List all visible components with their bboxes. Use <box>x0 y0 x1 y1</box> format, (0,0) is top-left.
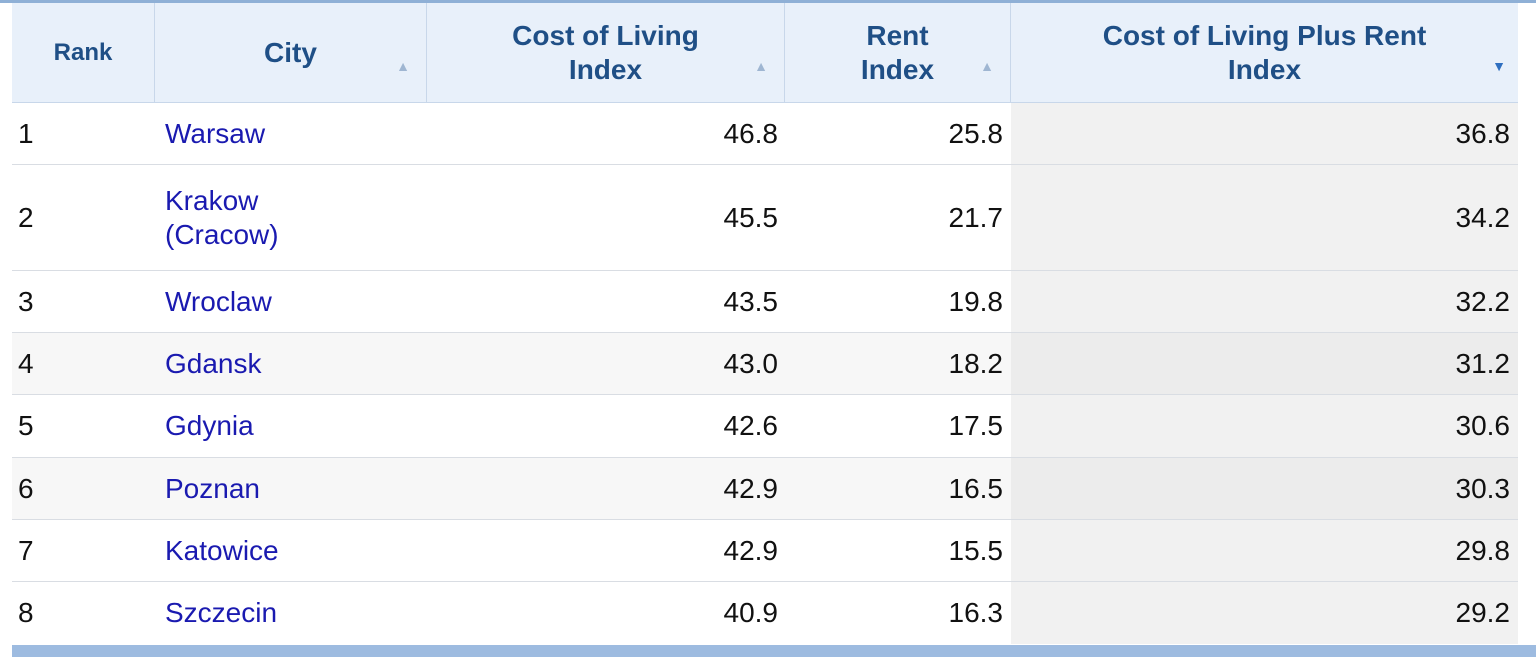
cost-plus-rent-cell: 34.2 <box>1011 165 1518 270</box>
rent-index-cell: 18.2 <box>948 347 1004 379</box>
rent-index-cell: 17.5 <box>948 410 1004 441</box>
city-link[interactable]: Krakow (Cracow) <box>155 165 427 270</box>
table-row: 7 Katowice 42.9 15.5 29.8 <box>12 520 1518 582</box>
rent-index-cell: 19.8 <box>948 285 1004 317</box>
table-row: 6 Poznan 42.9 16.5 30.3 <box>12 458 1518 520</box>
cost-of-living-cell: 46.8 <box>723 117 779 149</box>
cost-of-living-cell: 42.9 <box>723 472 779 504</box>
rent-index-cell: 16.5 <box>948 472 1004 504</box>
rank-cell: 7 <box>18 534 34 566</box>
city-name-line1: Krakow <box>165 184 259 216</box>
header-city[interactable]: City ▲ <box>155 3 427 102</box>
table-row: 4 Gdansk 43.0 18.2 31.2 <box>12 333 1518 395</box>
rent-index-cell: 25.8 <box>948 117 1004 149</box>
header-rent-line2: Index <box>860 53 935 85</box>
sort-asc-icon[interactable]: ▲ <box>396 58 410 74</box>
rent-index-cell: 15.5 <box>948 534 1004 566</box>
city-link[interactable]: Gdansk <box>165 347 262 379</box>
cost-plus-rent-cell: 29.2 <box>1011 582 1518 644</box>
rank-cell: 5 <box>18 410 34 441</box>
city-link[interactable]: Poznan <box>165 472 260 504</box>
header-city-label: City <box>264 36 317 68</box>
rent-index-cell: 21.7 <box>948 201 1004 233</box>
table-row: 3 Wroclaw 43.5 19.8 32.2 <box>12 271 1518 333</box>
header-rank-label: Rank <box>53 38 113 66</box>
sort-asc-icon[interactable]: ▲ <box>754 58 768 74</box>
cost-of-living-cell: 45.5 <box>723 201 779 233</box>
city-link[interactable]: Katowice <box>165 534 279 566</box>
header-cost-of-living-plus-rent-index[interactable]: Cost of Living Plus Rent Index ▼ <box>1011 3 1518 102</box>
header-plus-line1: Cost of Living Plus Rent <box>1102 19 1427 51</box>
header-rent-index[interactable]: Rent Index ▲ <box>785 3 1011 102</box>
city-link[interactable]: Gdynia <box>165 410 254 441</box>
cost-plus-rent-cell: 32.2 <box>1011 271 1518 332</box>
table-body: 1 Warsaw 46.8 25.8 36.8 2 Krakow (Cracow… <box>12 103 1518 644</box>
header-plus-label: Cost of Living Plus Rent Index <box>1103 19 1427 87</box>
cost-plus-rent-cell: 31.2 <box>1011 333 1518 394</box>
city-name-line2: (Cracow) <box>165 218 279 250</box>
header-rent-label: Rent Index <box>861 19 934 87</box>
rent-index-cell: 16.3 <box>948 597 1004 628</box>
cost-plus-rent-cell: 29.8 <box>1011 520 1518 581</box>
cost-of-living-cell: 42.6 <box>723 410 779 441</box>
city-link[interactable]: Wroclaw <box>165 285 272 317</box>
table-row: 1 Warsaw 46.8 25.8 36.8 <box>12 103 1518 165</box>
header-rent-line1: Rent <box>866 19 929 51</box>
header-col-line2: Index <box>568 53 643 85</box>
header-cost-of-living-label: Cost of Living Index <box>512 19 699 87</box>
cost-of-living-cell: 43.5 <box>723 285 779 317</box>
table-row: 2 Krakow (Cracow) 45.5 21.7 34.2 <box>12 165 1518 271</box>
rank-cell: 8 <box>18 597 34 628</box>
rank-cell: 2 <box>18 201 34 233</box>
cost-plus-rent-cell: 30.3 <box>1011 458 1518 519</box>
table-row: 8 Szczecin 40.9 16.3 29.2 <box>12 582 1518 644</box>
city-link[interactable]: Warsaw <box>165 117 266 149</box>
city-link[interactable]: Szczecin <box>165 597 278 628</box>
sort-desc-icon[interactable]: ▼ <box>1492 58 1506 74</box>
cost-of-living-cell: 40.9 <box>723 597 779 628</box>
table-header: Rank City ▲ Cost of Living Index ▲ Rent … <box>12 3 1518 103</box>
rank-cell: 4 <box>18 347 34 379</box>
table-footer-bar <box>12 645 1536 657</box>
table-row: 5 Gdynia 42.6 17.5 30.6 <box>12 395 1518 458</box>
header-plus-line2: Index <box>1227 53 1302 85</box>
city-name: Krakow (Cracow) <box>165 184 279 252</box>
header-col-line1: Cost of Living <box>512 19 699 51</box>
rank-cell: 1 <box>18 117 34 149</box>
rank-cell: 3 <box>18 285 34 317</box>
cost-plus-rent-cell: 30.6 <box>1011 395 1518 457</box>
sort-asc-icon[interactable]: ▲ <box>980 58 994 74</box>
cost-of-living-cell: 43.0 <box>723 347 779 379</box>
cost-of-living-cell: 42.9 <box>723 534 779 566</box>
header-cost-of-living-index[interactable]: Cost of Living Index ▲ <box>427 3 785 102</box>
table-top-border <box>0 0 1536 3</box>
header-rank[interactable]: Rank <box>12 3 155 102</box>
rank-cell: 6 <box>18 472 34 504</box>
cost-plus-rent-cell: 36.8 <box>1011 103 1518 164</box>
